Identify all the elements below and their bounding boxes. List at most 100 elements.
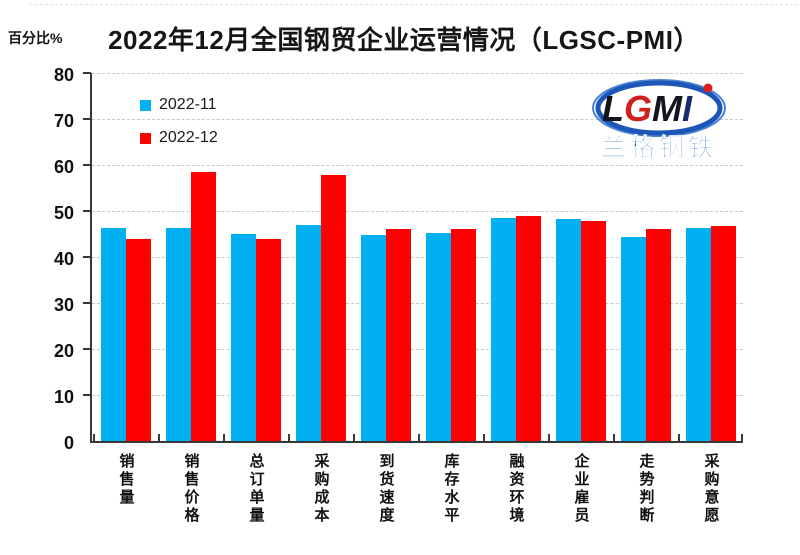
x-axis-tick-1 [158,434,160,441]
x-axis-tick-0 [93,434,95,441]
y-tick-label-10: 10 [53,387,74,407]
y-axis-tick-30 [83,302,91,304]
bar-group-6 [483,73,548,441]
y-axis-tick-10 [83,394,91,396]
bar-2022-11-采购意愿 [685,228,711,441]
bar-group-0 [93,73,158,441]
x-axis-tick-9 [678,434,680,441]
lange-steel-logo: LGMI 兰格钢铁 [592,79,726,162]
bar-2022-11-销售价格 [165,228,191,441]
logo-lgmi-text: LGMI [602,88,693,129]
gridline-50 [92,211,743,212]
x-axis-tick-4 [353,434,355,441]
bar-2022-12-到货速度 [385,229,411,441]
category-cell-1: 销售价格 [158,453,223,525]
category-cell-2: 总订单量 [223,453,288,525]
category-cell-5: 库存水平 [418,453,483,525]
gridline-20 [92,349,743,350]
category-label-9: 采购意愿 [702,453,720,525]
legend-label-2022-11: 2022-11 [159,96,217,113]
category-cell-0: 销售量 [93,453,158,525]
category-label-7: 企业雇员 [572,453,590,525]
category-cell-3: 采购成本 [288,453,353,525]
bar-2022-12-总订单量 [255,239,281,441]
x-axis-tick-5 [418,434,420,441]
y-axis-tick-50 [83,210,91,212]
x-axis-tick-3 [288,434,290,441]
y-tick-label-30: 30 [53,295,74,315]
bar-2022-11-库存水平 [425,233,451,441]
y-tick-label-50: 50 [53,203,74,223]
bar-group-8 [613,73,678,441]
category-label-4: 到货速度 [377,453,395,525]
category-label-3: 采购成本 [312,453,330,525]
bar-2022-11-销售量 [100,228,126,441]
bar-2022-12-销售价格 [190,172,216,441]
gridline-80 [92,73,743,74]
gridline-30 [92,303,743,304]
bar-group-4 [353,73,418,441]
y-axis-tick-20 [83,348,91,350]
bar-2022-12-融资环境 [515,216,541,441]
bar-group-2 [223,73,288,441]
gridline-40 [92,257,743,258]
y-tick-label-60: 60 [53,157,74,177]
bar-2022-11-到货速度 [360,235,386,441]
category-label-5: 库存水平 [442,453,460,525]
bar-group-3 [288,73,353,441]
category-label-0: 销售量 [117,453,135,507]
y-tick-label-20: 20 [53,341,74,361]
bar-group-7 [548,73,613,441]
logo-subtitle: 兰格钢铁 [601,133,717,162]
bars-row [93,73,743,441]
bar-2022-12-销售量 [125,239,151,441]
bar-group-9 [678,73,743,441]
gridline-60 [92,165,743,166]
category-cell-8: 走势判断 [613,453,678,525]
y-tick-label-70: 70 [53,111,74,131]
plot-area [83,72,743,443]
category-label-1: 销售价格 [182,453,200,525]
y-axis-tick-60 [83,164,91,166]
gridline-70 [92,119,743,120]
y-axis-tick-80 [83,72,91,74]
logo-outer-ring [592,79,726,137]
bar-2022-12-库存水平 [450,229,476,441]
legend-swatch-2022-11 [140,99,151,111]
y-tick-label-40: 40 [53,249,74,269]
bar-2022-11-企业雇员 [555,219,581,441]
x-axis-category-labels: 销售量 销售价格 总订单量 采购成本 到货速度 库存水平 融资环境 企业雇员 走势判断 采购意愿 [93,453,743,525]
category-cell-7: 企业雇员 [548,453,613,525]
category-label-2: 总订单量 [247,453,265,525]
legend-swatch-2022-12 [140,132,151,144]
x-axis-tick-8 [613,434,615,441]
logo-i-dot-icon [703,83,713,93]
category-cell-6: 融资环境 [483,453,548,525]
bar-2022-11-总订单量 [230,234,256,441]
x-axis-tick-7 [548,434,550,441]
gridline-10 [92,395,743,396]
y-axis-tick-40 [83,256,91,258]
legend-label-2022-12: 2022-12 [159,129,218,146]
bar-2022-12-企业雇员 [580,221,606,441]
bar-2022-11-融资环境 [490,218,516,441]
y-tick-label-0: 0 [63,433,74,453]
bar-2022-12-走势判断 [645,229,671,441]
category-label-6: 融资环境 [507,453,525,525]
bar-2022-11-走势判断 [620,237,646,441]
x-axis-tick-2 [223,434,225,441]
logo-ring [595,80,723,136]
category-label-8: 走势判断 [637,453,655,525]
category-cell-9: 采购意愿 [678,453,743,525]
category-cell-4: 到货速度 [353,453,418,525]
page-divider-line [30,4,798,5]
chart-legend: 2022-11 2022-12 [140,94,218,160]
bar-2022-12-采购成本 [320,175,346,441]
legend-item-2022-11: 2022-11 [140,94,218,116]
y-axis-unit-label: 百分比% [8,30,63,46]
y-tick-label-80: 80 [53,65,74,85]
bar-2022-11-采购成本 [295,225,321,441]
legend-item-2022-12: 2022-12 [140,127,218,149]
y-axis-tick-70 [83,118,91,120]
